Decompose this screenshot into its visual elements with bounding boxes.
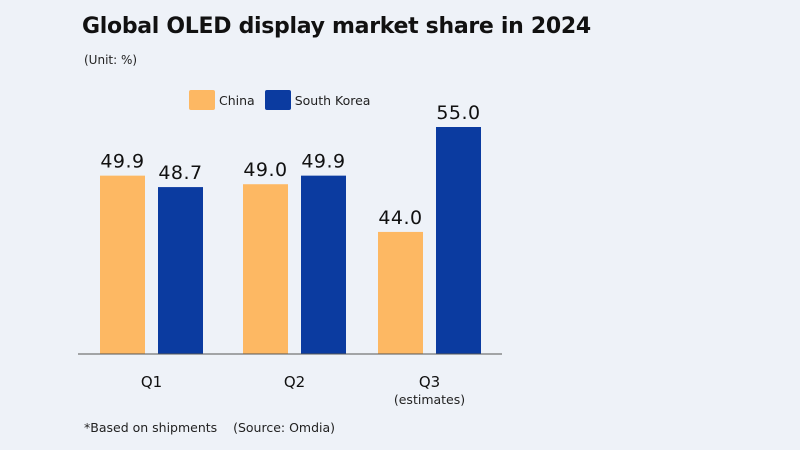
bar-south-korea-q2: [301, 175, 346, 354]
legend-swatch-south-korea: [264, 90, 291, 110]
x-tick-sublabel: (estimates): [394, 392, 465, 407]
footnote: *Based on shipments (Source: Omdia): [84, 420, 336, 435]
legend-swatch-china: [189, 90, 215, 110]
data-label: 55.0: [436, 102, 480, 124]
legend: China South Korea: [189, 90, 380, 110]
x-tick-label: Q2: [284, 373, 305, 391]
data-label: 49.9: [100, 151, 144, 173]
bar-china-q3: [378, 231, 423, 354]
data-label: 44.0: [378, 207, 422, 229]
x-tick-label: Q3: [419, 373, 440, 391]
bar-china-q2: [243, 184, 288, 354]
chart-subtitle: (Unit: %): [84, 53, 138, 67]
bar-south-korea-q1: [158, 187, 203, 354]
data-label: 49.9: [301, 151, 345, 173]
bar-south-korea-q3: [436, 127, 481, 354]
legend-label-china: China: [219, 92, 255, 108]
data-label: 49.0: [243, 159, 287, 181]
chart-title: Global OLED display market share in 2024: [82, 14, 591, 39]
x-tick-label: Q1: [141, 373, 162, 391]
bar-china-q1: [100, 175, 145, 354]
legend-label-south-korea: South Korea: [294, 92, 371, 108]
data-label: 48.7: [158, 162, 202, 184]
